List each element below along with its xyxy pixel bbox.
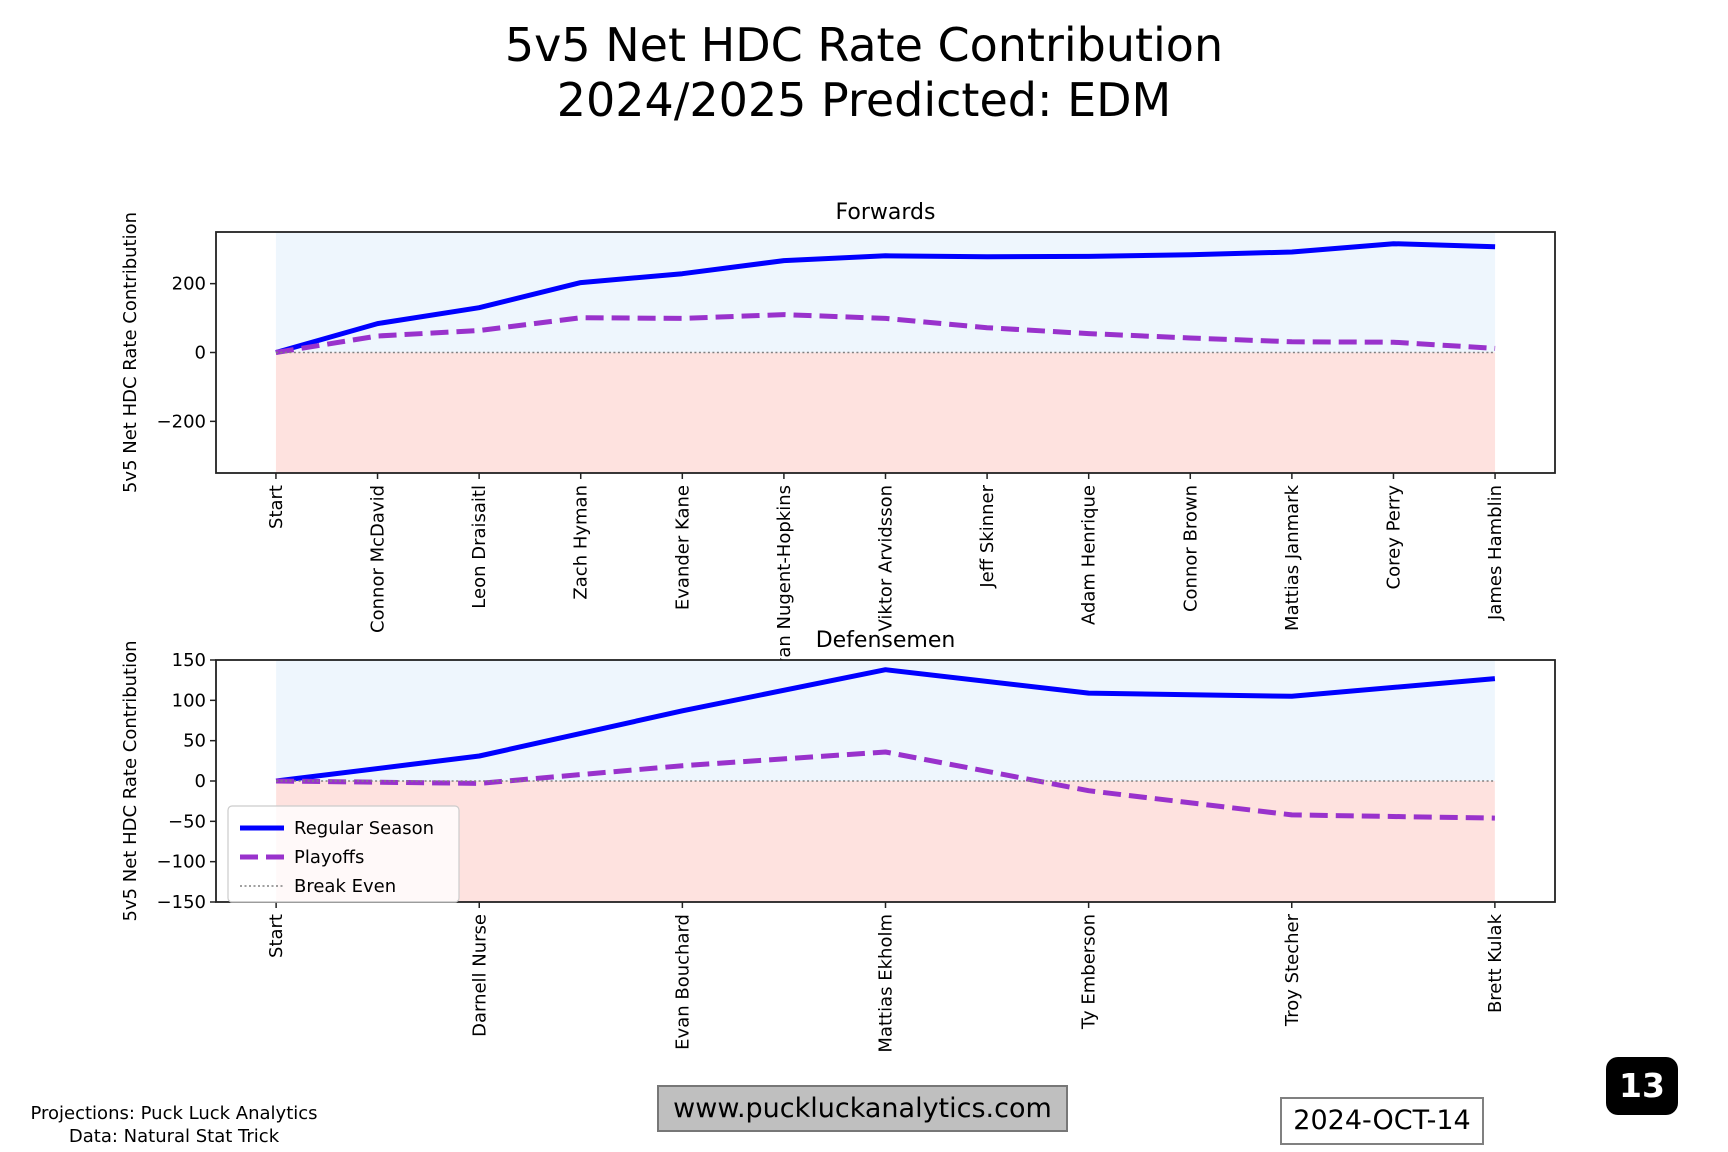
positive-region — [276, 660, 1495, 781]
y-axis-label: 5v5 Net HDC Rate Contribution — [120, 212, 141, 493]
legend-break-even-label: Break Even — [294, 876, 396, 897]
x-tick-label: Troy Stecher — [1282, 913, 1303, 1027]
figure-title-line1: 5v5 Net HDC Rate Contribution — [505, 18, 1223, 72]
regular-season-line — [275, 241, 1496, 355]
y-tick-label: 200 — [172, 274, 206, 295]
x-tick-label: Corey Perry — [1383, 485, 1404, 590]
x-tick-label: Mattias Ekholm — [876, 914, 897, 1053]
x-tick-label: Viktor Arvidsson — [876, 485, 897, 632]
x-tick-label: Connor Brown — [1180, 485, 1201, 612]
figure-title-line2: 2024/2025 Predicted: EDM — [557, 73, 1172, 127]
x-tick-label: Jeff Skinner — [977, 484, 998, 588]
x-tick-label: Brett Kulak — [1485, 913, 1506, 1013]
x-tick-label: Evander Kane — [672, 485, 693, 610]
negative-region — [276, 781, 1495, 902]
legend-box — [227, 805, 460, 903]
y-tick-label: −100 — [157, 852, 206, 873]
y-tick-label: 0 — [195, 771, 206, 792]
page-number-badge: 13 — [1606, 1057, 1678, 1115]
legend-regular-season-label: Regular Season — [294, 818, 434, 839]
x-tick-label: Mattias Janmark — [1282, 484, 1303, 631]
playoffs-line — [276, 749, 1495, 821]
x-tick-label: Darnell Nurse — [469, 914, 490, 1037]
negative-region — [275, 352, 1496, 473]
website-label: www.puckluckanalytics.com — [657, 1085, 1068, 1132]
y-tick-label: 150 — [172, 650, 206, 671]
x-tick-label: Ryan Nugent-Hopkins — [774, 485, 795, 680]
y-tick-label: 0 — [195, 343, 206, 364]
credits-projections: Projections: Puck Luck Analytics — [30, 1103, 318, 1124]
subplot-title: Forwards — [836, 200, 936, 225]
x-tick-label: Leon Draisaitl — [469, 485, 490, 609]
forwards-chart: −200 0 200 Start Connor McDavid Leon Draisait… — [120, 200, 1556, 680]
x-tick-label: James Hamblin — [1485, 485, 1506, 621]
defensemen-chart: −150 −100 −50 0 50 100 150 Start Darnell Nurse Ev… — [120, 628, 1556, 1053]
legend-playoffs-label: Playoffs — [294, 847, 364, 868]
regular-season-line — [275, 667, 1496, 784]
y-tick-label: −150 — [157, 892, 206, 913]
subplot-title: Defensemen — [816, 628, 956, 653]
y-axis-label: 5v5 Net HDC Rate Contribution — [120, 640, 141, 921]
x-tick-label: Adam Henrique — [1079, 485, 1100, 625]
x-tick-label: Start — [266, 485, 287, 529]
x-tick-label: Evan Bouchard — [672, 914, 693, 1050]
playoffs-line — [275, 312, 1496, 355]
date-label: 2024-OCT-14 — [1280, 1097, 1484, 1145]
x-tick-label: Connor McDavid — [368, 485, 389, 633]
x-tick-label: Start — [266, 914, 287, 958]
y-tick-label: 50 — [183, 731, 206, 752]
legend: Regular Season Playoffs Break Even — [227, 805, 460, 903]
x-tick-label: Ty Emberson — [1079, 914, 1100, 1030]
y-tick-label: −200 — [157, 411, 206, 432]
y-tick-label: −50 — [168, 811, 206, 832]
credits-data-source: Data: Natural Stat Trick — [68, 1126, 280, 1147]
credits: Projections: Puck Luck Analytics Data: N… — [0, 1102, 348, 1148]
x-tick-label: Zach Hyman — [571, 485, 592, 600]
y-tick-label: 100 — [172, 690, 206, 711]
